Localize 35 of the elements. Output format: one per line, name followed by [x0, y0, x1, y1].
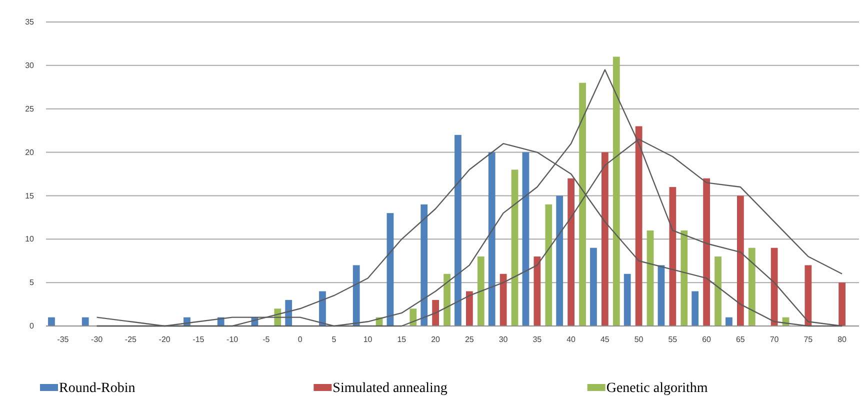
x-tick-label: 80 [838, 335, 848, 344]
legend-label: Round-Robin [59, 381, 136, 396]
x-tick-label: -15 [192, 335, 205, 344]
x-tick-label: 45 [600, 335, 610, 344]
x-tick-label: 55 [668, 335, 678, 344]
x-tick-label: -35 [57, 335, 70, 344]
x-tick-label: -10 [226, 335, 239, 344]
y-tick-label: 15 [25, 191, 35, 200]
x-tick-label: 10 [363, 335, 373, 344]
x-tick-label: 25 [464, 335, 474, 344]
x-tick-label: -20 [158, 335, 171, 344]
x-tick-label: 40 [566, 335, 576, 344]
legend-label: Simulated annealing [332, 381, 448, 396]
x-tick-label: 65 [736, 335, 746, 344]
x-tick-label: 30 [498, 335, 508, 344]
x-tick-label: 50 [634, 335, 644, 344]
x-tick-label: -5 [262, 335, 270, 344]
y-tick-label: 30 [25, 60, 35, 70]
legend-label: Genetic algorithm [606, 381, 708, 396]
y-tick-label: 5 [30, 278, 35, 288]
x-tick-label: -25 [124, 335, 138, 344]
x-tick-label: 5 [332, 335, 337, 344]
y-tick-label: 10 [25, 234, 35, 244]
y-tick-label: 0 [30, 322, 35, 331]
x-tick-label: 75 [804, 335, 814, 344]
x-tick-label: 35 [532, 335, 542, 344]
x-tick-label: -30 [91, 335, 104, 344]
y-tick-label: 35 [25, 18, 35, 27]
x-tick-label: 70 [770, 335, 780, 344]
x-tick-label: 0 [298, 335, 303, 344]
x-tick-label: 20 [431, 335, 441, 344]
x-tick-label: 60 [702, 335, 712, 344]
y-tick-label: 20 [25, 148, 35, 157]
y-tick-label: 25 [25, 104, 35, 114]
x-tick-label: 15 [397, 335, 407, 344]
